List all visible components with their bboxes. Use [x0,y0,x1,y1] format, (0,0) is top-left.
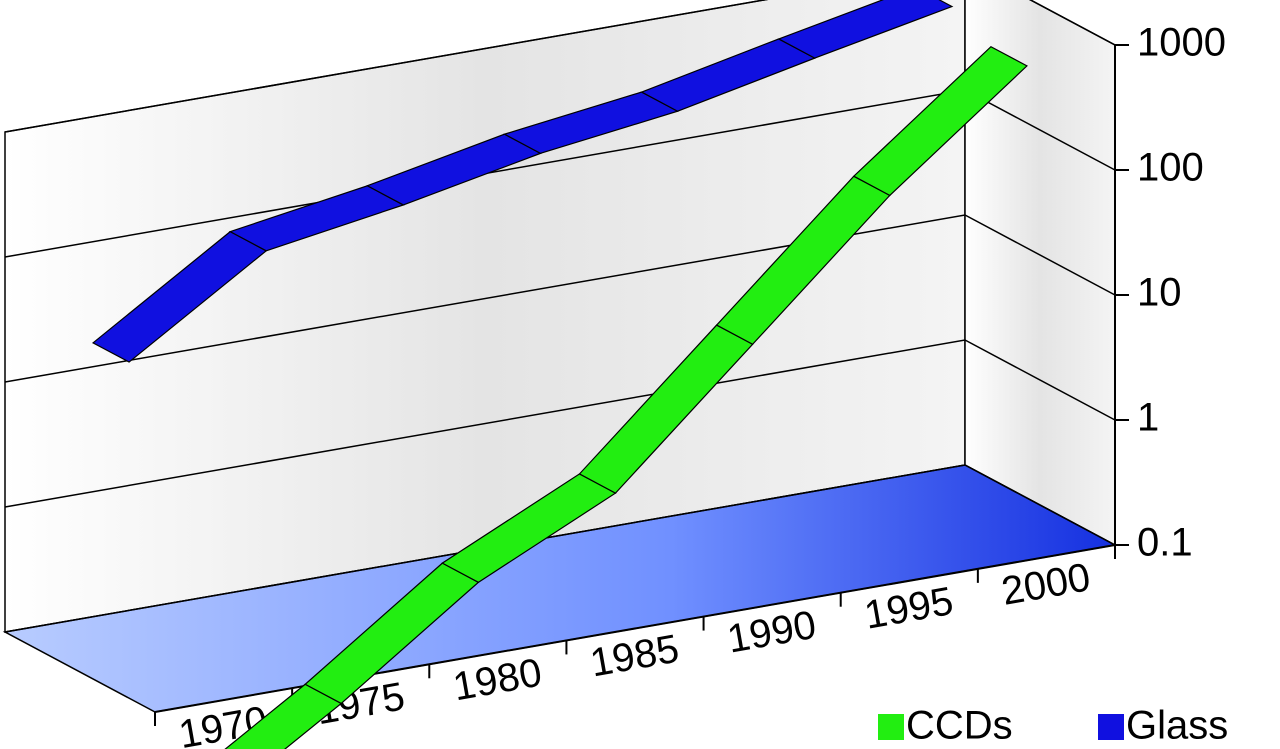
legend-swatch [1098,714,1124,740]
x-tick-label: 1980 [450,651,545,710]
grid-line [4,214,1116,383]
y-tick-label: 1000 [1137,21,1226,65]
grid-line [4,464,1116,633]
grid-line [4,0,1116,133]
x-tick-label: 1985 [587,627,682,686]
ribbon-segment [777,0,954,59]
y-tick-label: 1 [1137,396,1159,440]
x-tick-label: 1990 [724,603,819,662]
x-tick-label: 2000 [998,555,1093,614]
grid-line [4,339,1116,508]
y-tick-label: 0.1 [1137,521,1193,565]
ribbon-segment [852,45,1028,197]
legend-swatch [878,714,904,740]
y-tick-label: 10 [1137,271,1182,315]
legend-label: CCDs [906,704,1013,748]
legend-label: Glass [1126,704,1228,748]
y-tick-label: 100 [1137,146,1204,190]
x-tick-label: 1995 [861,579,956,638]
